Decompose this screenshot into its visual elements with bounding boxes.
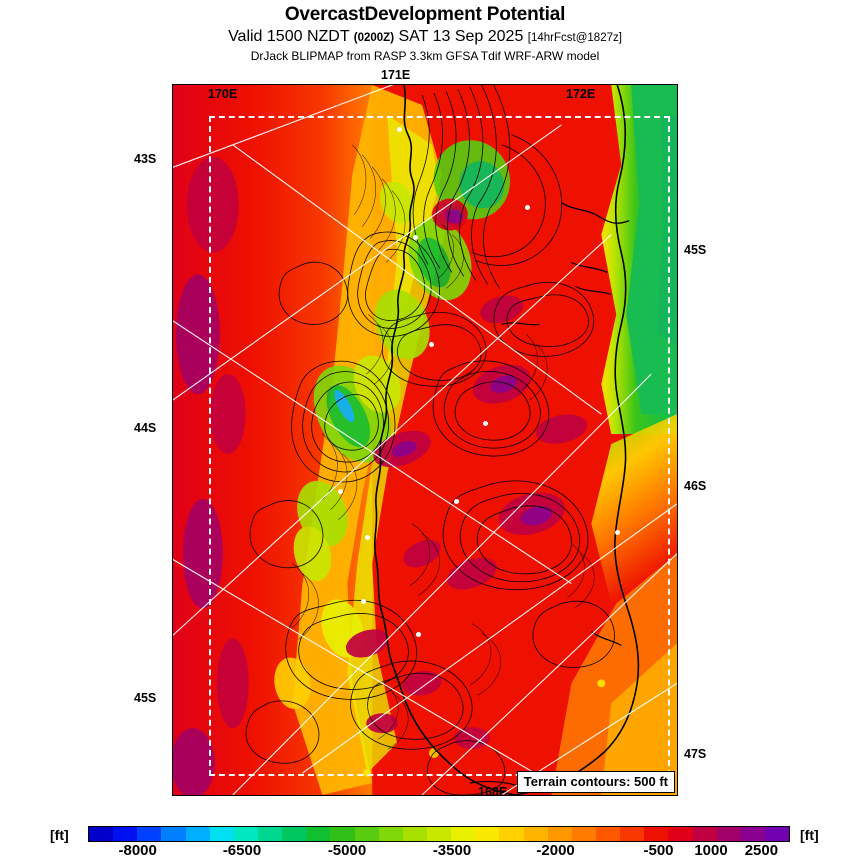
- longitude-label: 168E: [478, 785, 508, 796]
- forecast-tag: [14hrFcst@1827z]: [527, 32, 622, 44]
- model-source-line: DrJack BLIPMAP from RASP 3.3km GFSA Tdif…: [250, 49, 600, 63]
- colorbar-swatch: [426, 827, 452, 841]
- colorbar-unit-right: [ft]: [800, 827, 819, 843]
- colorbar-tick-label: -500: [643, 842, 674, 859]
- colorbar-swatch: [499, 827, 524, 841]
- colorbar-swatch: [233, 827, 258, 841]
- colorbar-swatch: [330, 827, 355, 841]
- colorbar-swatch: [571, 827, 596, 841]
- latitude-label: 47S: [684, 747, 707, 761]
- colorbar-swatch: [354, 827, 379, 841]
- colorbar-swatch: [113, 827, 138, 841]
- longitude-label: 172E: [566, 87, 596, 101]
- colorbar-tick-label: -5000: [327, 842, 367, 859]
- valid-time-line: Valid 1500 NZDT (0200Z) SAT 13 Sep 2025 …: [0, 27, 850, 48]
- colorbar-swatch: [451, 827, 476, 841]
- colorbar-swatch: [475, 827, 500, 841]
- colorbar-swatch: [402, 827, 427, 841]
- colorbar-swatch: [378, 827, 403, 841]
- colorbar-swatch: [740, 827, 765, 841]
- colorbar-swatch: [692, 827, 717, 841]
- valid-time-zulu: (0200Z): [353, 32, 395, 44]
- colorbar-tick-label: -6500: [222, 842, 262, 859]
- colorbar-swatch: [620, 827, 645, 841]
- colorbar-tick-labels: -8000 -6500 -5000 -3500 -2000 -500 1000 2500: [88, 842, 788, 860]
- valid-time-prefix: Valid 1500 NZDT: [228, 28, 350, 45]
- colorbar-swatch: [523, 827, 548, 841]
- colorbar-tick-label: -8000: [118, 842, 157, 859]
- colorbar-gradient: [88, 826, 790, 842]
- colorbar-tick-label: -2000: [536, 842, 575, 859]
- colorbar-swatch: [716, 827, 741, 841]
- latitude-label: 43S: [134, 152, 157, 166]
- latitude-label: 44S: [134, 421, 157, 435]
- colorbar-swatch: [306, 827, 331, 841]
- latitude-label: 46S: [684, 479, 707, 493]
- colorbar-swatch: [185, 827, 210, 841]
- colorbar-swatch: [547, 827, 572, 841]
- weather-map[interactable]: 170E172E167E168E Terrain contours: 500 f…: [172, 84, 678, 796]
- colorbar: [ft] [ft] -8000 -6500 -5000 -3500 -2000 -500 1…: [0, 824, 850, 860]
- longitude-label: 170E: [208, 87, 238, 101]
- latitude-label: 45S: [134, 691, 157, 705]
- page-title: OvercastDevelopment Potential: [284, 4, 566, 25]
- title-block: OvercastDevelopment Potential Valid 1500…: [0, 0, 850, 64]
- colorbar-swatch: [764, 827, 790, 841]
- colorbar-tick-label: 1000: [694, 842, 728, 859]
- colorbar-unit-left: [ft]: [50, 827, 69, 843]
- colorbar-swatch: [595, 827, 621, 841]
- colorbar-swatch: [668, 827, 693, 841]
- valid-date: SAT 13 Sep 2025: [398, 28, 524, 45]
- map-raster: [173, 85, 677, 795]
- latitude-label: 45S: [684, 243, 707, 257]
- colorbar-swatch: [161, 827, 186, 841]
- colorbar-swatch: [257, 827, 283, 841]
- colorbar-tick-label: -3500: [432, 842, 472, 859]
- colorbar-swatch: [209, 827, 234, 841]
- colorbar-swatch: [89, 827, 114, 841]
- colorbar-swatch: [137, 827, 162, 841]
- colorbar-tick-label: 2500: [744, 842, 779, 859]
- terrain-contour-legend: Terrain contours: 500 ft: [516, 771, 675, 793]
- longitude-label: 171E: [381, 68, 411, 82]
- colorbar-swatch: [644, 827, 669, 841]
- colorbar-swatch: [282, 827, 307, 841]
